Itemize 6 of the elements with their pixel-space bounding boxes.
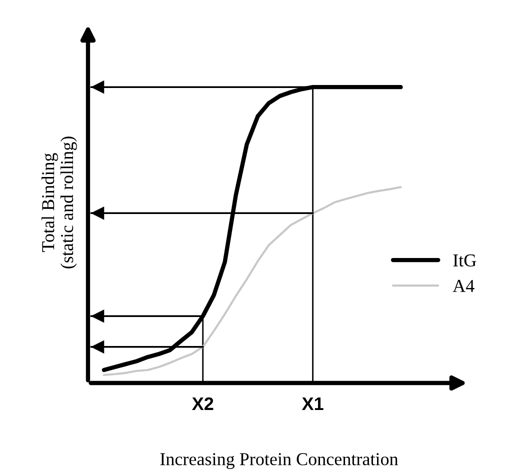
legend-label: ItG bbox=[453, 254, 476, 267]
y-axis-title: Total Binding (static and rolling) bbox=[42, 136, 77, 268]
x-axis-title: Increasing Protein Concentration bbox=[160, 453, 398, 469]
x-tick-label: X1 bbox=[302, 398, 324, 410]
x-tick-label: X2 bbox=[192, 397, 214, 410]
legend-label: A4 bbox=[452, 280, 474, 292]
